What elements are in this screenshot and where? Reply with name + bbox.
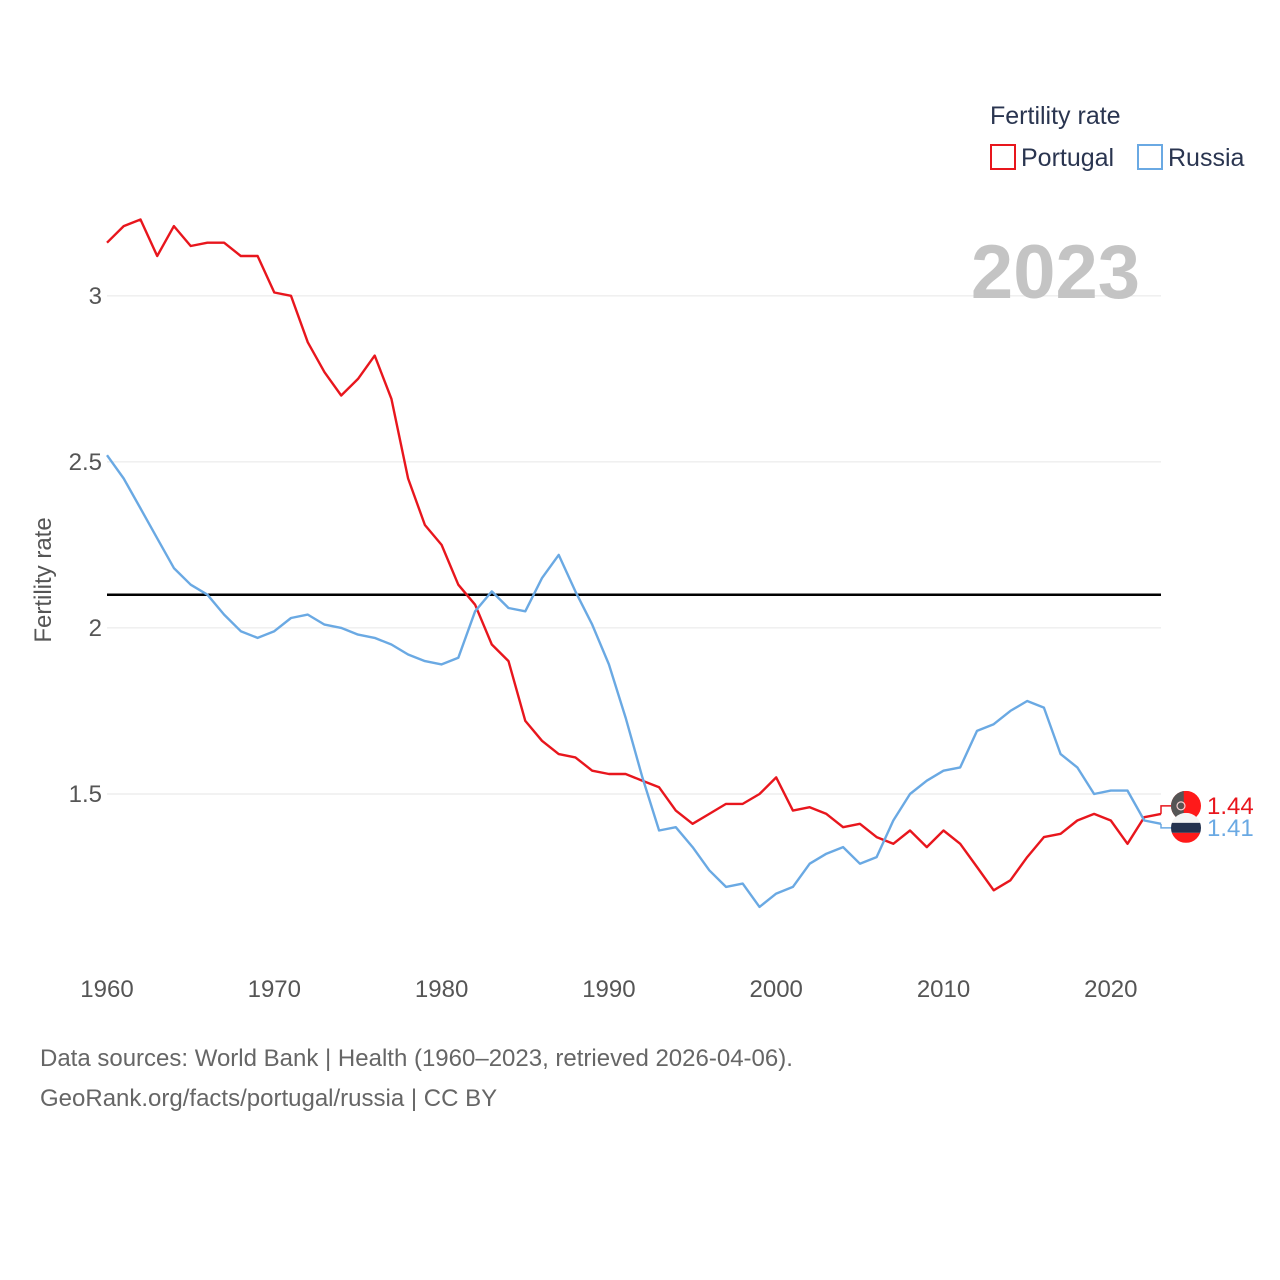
legend-title: Fertility rate <box>990 102 1121 130</box>
legend-swatch-russia <box>1137 144 1163 170</box>
y-axis-title: Fertility rate <box>30 517 57 642</box>
x-tick-label: 2000 <box>750 976 803 1003</box>
x-tick-label: 2020 <box>1084 976 1137 1003</box>
end-markers: 1.441.41 <box>1160 790 1254 843</box>
x-tick-label: 1970 <box>248 976 301 1003</box>
x-tick-label: 2010 <box>917 976 970 1003</box>
y-tick-label: 2.5 <box>69 449 102 476</box>
x-tick-label: 1980 <box>415 976 468 1003</box>
x-axis-ticks: 1960 1970 1980 1990 2000 2010 2020 <box>80 976 1137 1003</box>
leader-line-russia <box>1160 823 1172 829</box>
x-tick-label: 1960 <box>80 976 133 1003</box>
leader-line-portugal <box>1160 805 1172 814</box>
series-layer <box>106 218 1162 909</box>
legend-item-russia[interactable]: Russia <box>1137 144 1245 172</box>
y-tick-label: 2 <box>89 615 102 642</box>
end-value-label-portugal: 1.44 <box>1207 793 1254 820</box>
x-tick-label: 1990 <box>582 976 635 1003</box>
source-note: Data sources: World Bank | Health (1960–… <box>40 1045 793 1072</box>
legend-swatch-portugal <box>990 144 1016 170</box>
series-line-russia[interactable] <box>106 454 1162 909</box>
y-tick-label: 3 <box>89 283 102 310</box>
grid-lines <box>107 295 1161 795</box>
flag-russia-icon <box>1171 812 1201 843</box>
y-axis-ticks: 1.5 2 2.5 3 <box>69 283 102 808</box>
year-display: 2023 <box>971 230 1140 315</box>
attribution-link[interactable]: GeoRank.org/facts/portugal/russia | CC B… <box>40 1085 498 1112</box>
legend-item-portugal[interactable]: Portugal <box>990 144 1114 172</box>
legend-label-portugal: Portugal <box>1021 144 1114 172</box>
legend-label-russia: Russia <box>1168 144 1245 172</box>
legend: Fertility rate Portugal Russia <box>990 102 1245 172</box>
series-line-portugal[interactable] <box>106 218 1162 892</box>
y-tick-label: 1.5 <box>69 781 102 808</box>
end-value-label-russia: 1.41 <box>1207 815 1254 842</box>
